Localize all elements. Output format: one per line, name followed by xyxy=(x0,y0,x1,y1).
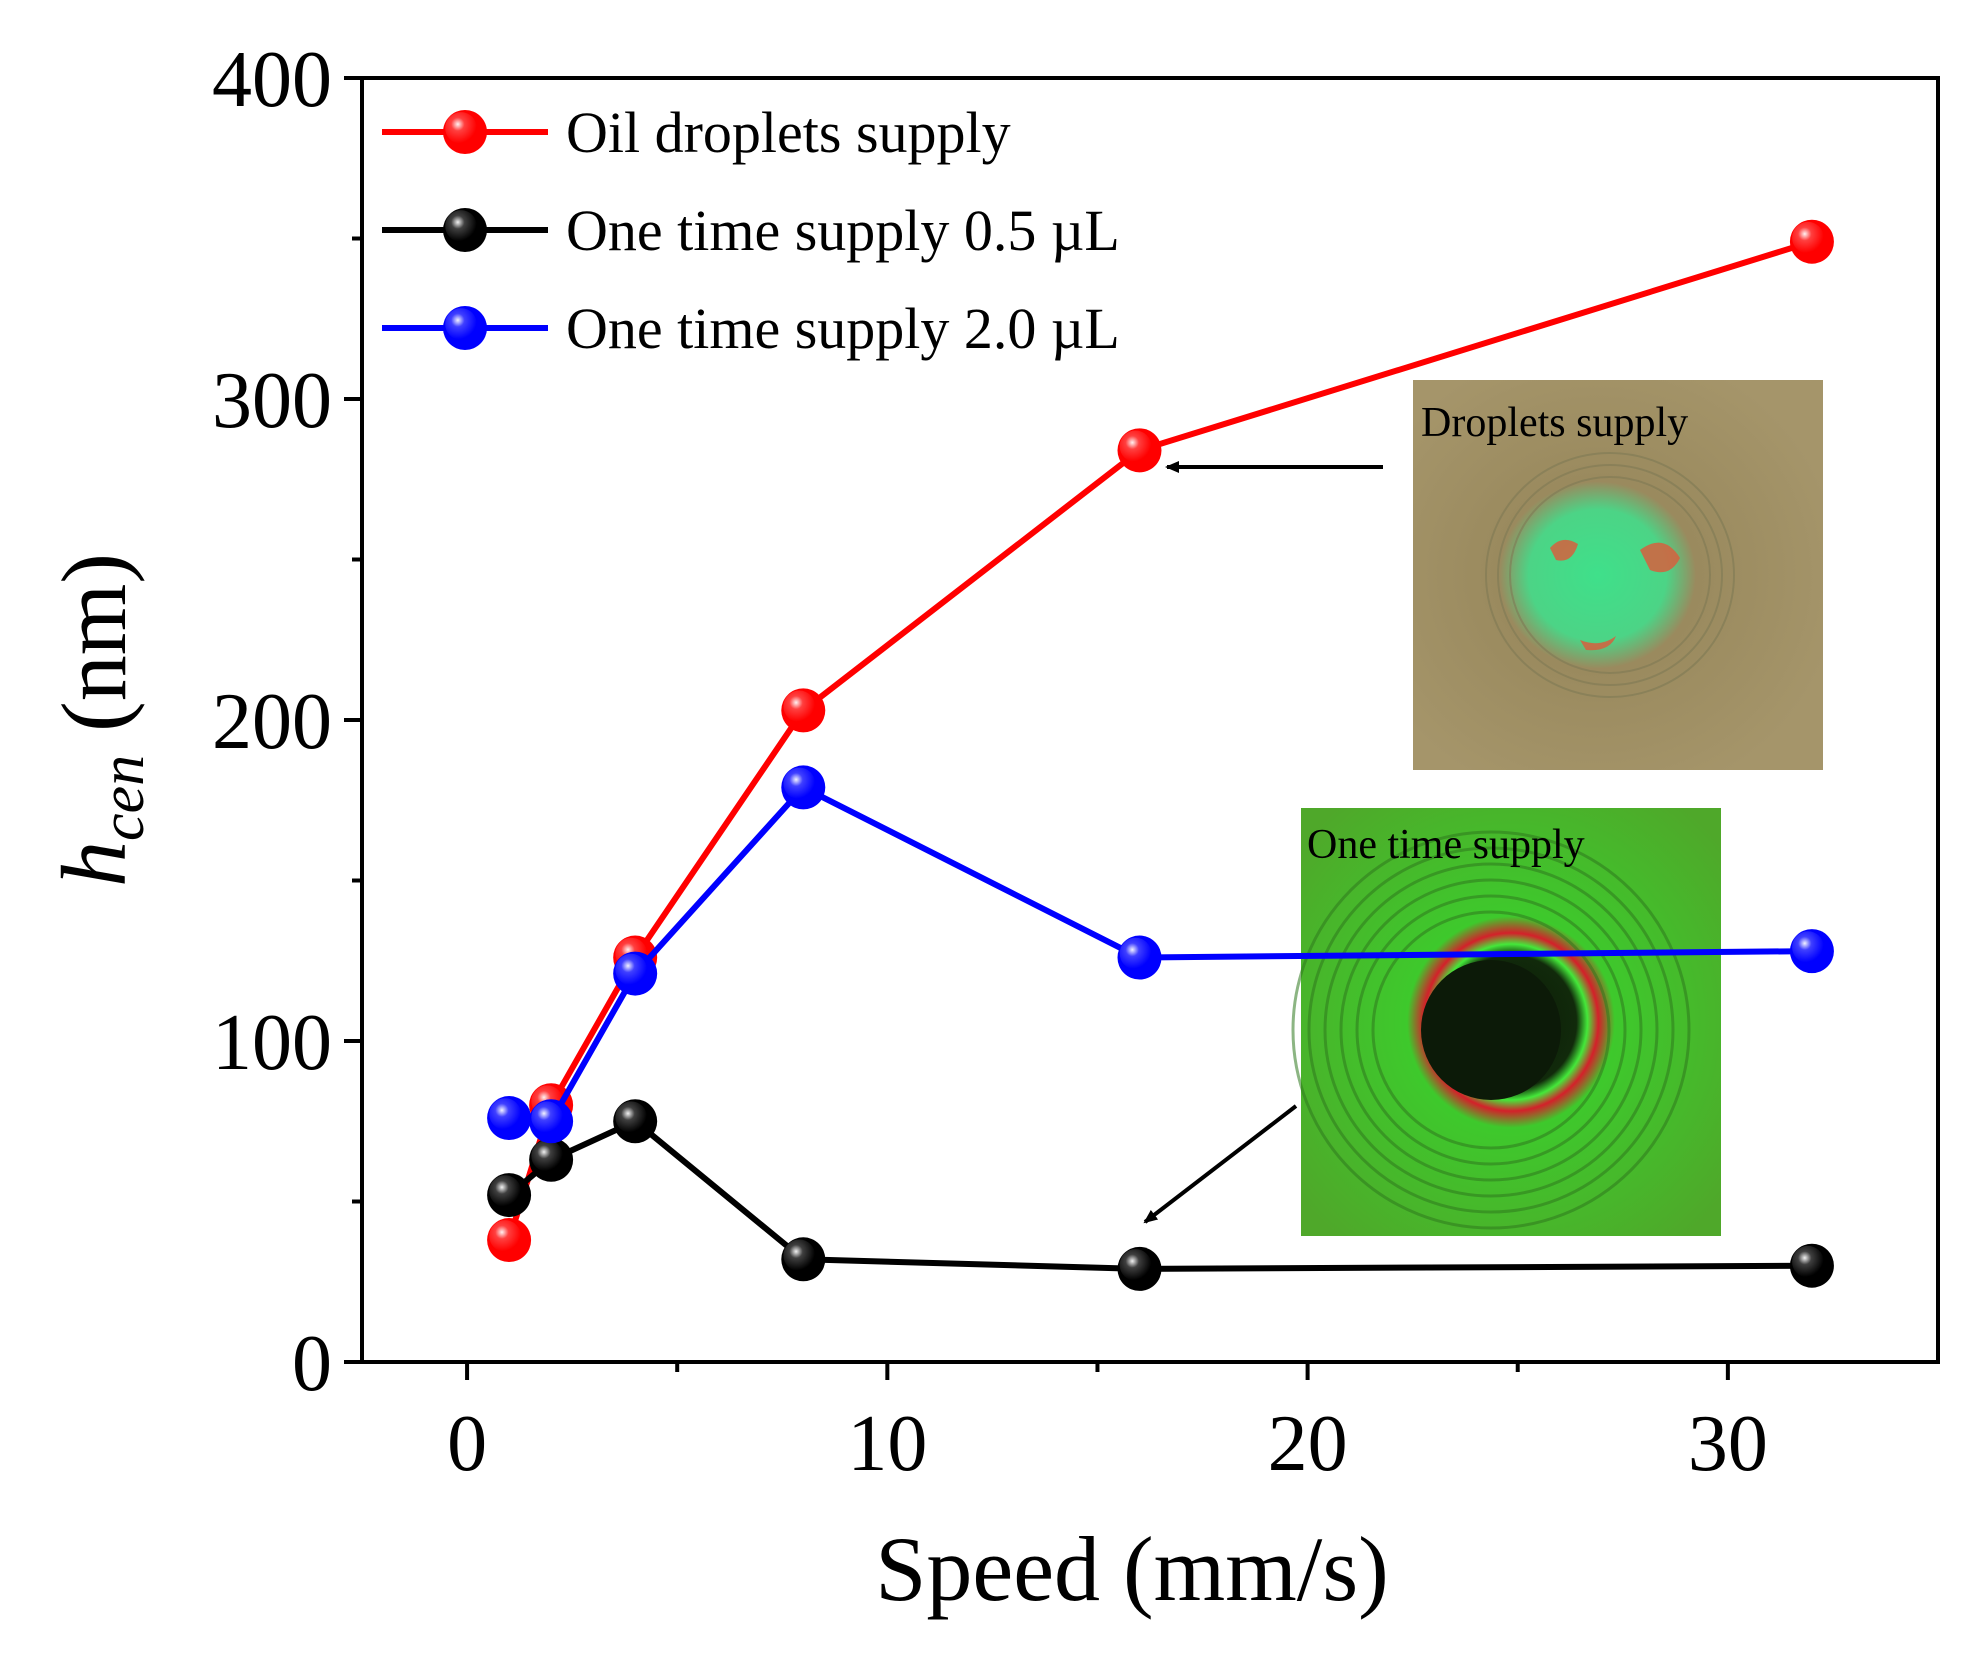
legend-label: Oil droplets supply xyxy=(566,100,1011,165)
x-axis-title: Speed (mm/s) xyxy=(875,1518,1389,1620)
legend-entry-2: One time supply 0.5 µL xyxy=(382,198,1120,263)
data-point-highlight xyxy=(1792,221,1824,254)
inset-droplets-label: Droplets supply xyxy=(1421,400,1688,446)
legend-label: One time supply 2.0 µL xyxy=(566,296,1120,361)
inset-droplets-fringes xyxy=(1485,452,1735,698)
legend-marker-highlight xyxy=(445,308,477,340)
inset-droplets-image xyxy=(1413,380,1823,770)
x-tick-label: 20 xyxy=(1268,1400,1348,1488)
x-tick-label: 10 xyxy=(847,1400,927,1488)
x-tick-label: 30 xyxy=(1688,1400,1768,1488)
arrow-one-time xyxy=(1143,1104,1298,1224)
inset-one-time-label: One time supply xyxy=(1307,822,1585,868)
data-point-highlight xyxy=(531,1139,563,1172)
data-point-highlight xyxy=(783,1239,816,1272)
data-point-highlight xyxy=(783,767,816,800)
inset-one-time-supply: One time supply xyxy=(1291,808,1721,1236)
inset-droplets-supply: Droplets supply xyxy=(1413,380,1823,770)
legend-marker-highlight xyxy=(445,210,477,242)
data-point-highlight xyxy=(489,1098,521,1130)
y-tick-label: 100 xyxy=(212,999,332,1087)
data-point-highlight xyxy=(1119,1249,1152,1281)
y-axis-title-main: h xyxy=(43,841,145,887)
y-axis-title-subscript: cen xyxy=(89,755,157,841)
y-tick-label: 0 xyxy=(292,1320,332,1408)
legend-entry-1: Oil droplets supply xyxy=(382,100,1011,165)
data-point-highlight xyxy=(489,1175,521,1207)
data-point-highlight xyxy=(489,1220,521,1252)
legend-marker-highlight xyxy=(445,112,477,144)
data-point-highlight xyxy=(1119,937,1152,970)
data-point-highlight xyxy=(615,953,648,986)
legend-label: One time supply 0.5 µL xyxy=(566,198,1120,263)
legend: Oil droplets supply One time supply 0.5 µ… xyxy=(382,100,1120,361)
data-point-highlight xyxy=(1119,430,1152,463)
y-tick-label: 200 xyxy=(212,678,332,766)
y-tick-label: 300 xyxy=(212,357,332,445)
data-point-highlight xyxy=(1792,1245,1824,1278)
x-tick-label: 0 xyxy=(447,1400,487,1488)
legend-entry-3: One time supply 2.0 µL xyxy=(382,296,1120,361)
inset-one-time-fringes xyxy=(1291,830,1691,1230)
series-3 xyxy=(487,765,1834,1144)
y-tick-label: 400 xyxy=(212,36,332,124)
inset-droplets-red-patch xyxy=(1550,539,1680,651)
axis-ticks xyxy=(344,76,1730,1380)
y-axis-title: hcen (nm) xyxy=(43,553,157,887)
inset-one-time-dark-core xyxy=(1421,960,1561,1100)
data-point-highlight xyxy=(615,1101,648,1134)
data-point-highlight xyxy=(783,690,816,723)
series-layer xyxy=(487,219,1834,1291)
y-axis-title-unit: (nm) xyxy=(43,553,145,755)
series-2 xyxy=(487,1099,1834,1291)
data-point-highlight xyxy=(531,1101,563,1134)
data-point-highlight xyxy=(1792,931,1824,963)
